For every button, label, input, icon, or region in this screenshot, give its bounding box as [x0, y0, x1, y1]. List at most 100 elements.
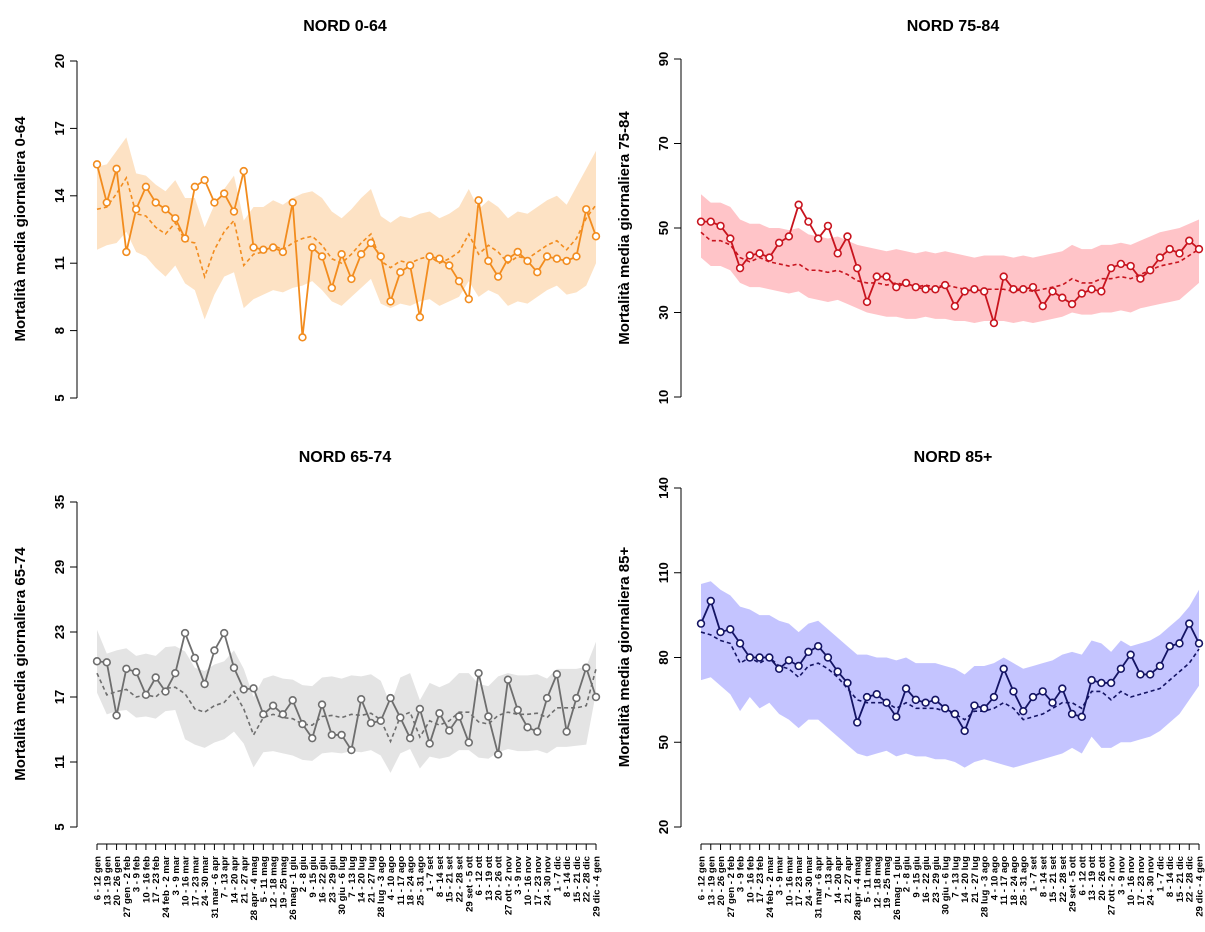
data-point — [356, 250, 366, 259]
data-point — [960, 726, 969, 736]
x-tick-label: 14 - 20 apr — [229, 856, 240, 904]
x-tick-label: 7 - 13 apr — [220, 856, 231, 898]
data-point — [572, 693, 581, 703]
data-point — [523, 723, 532, 732]
x-tick-label: 20 - 26 ott — [494, 855, 505, 901]
x-tick-label: 11 - 17 ago — [396, 856, 407, 905]
y-tick-label: 5 — [52, 394, 67, 401]
x-tick-label: 2 - 8 giu — [902, 856, 913, 892]
expected-line — [700, 231, 1200, 293]
x-tick-label: 8 - 14 set — [1038, 855, 1049, 897]
data-point — [726, 625, 735, 634]
x-tick-label: 10 - 16 nov — [523, 855, 534, 905]
y-axis-label: Mortalità media giornaliera 65-74 — [12, 547, 29, 781]
data-point — [454, 712, 464, 721]
x-tick-label: 22 - 28 set — [1058, 855, 1069, 902]
data-point — [493, 272, 503, 281]
x-tick-label: 21 - 27 lug — [366, 856, 377, 903]
data-point — [308, 243, 317, 252]
data-point — [716, 627, 725, 637]
data-point — [572, 252, 581, 261]
x-tick-label: 6 - 12 ott — [1077, 855, 1088, 895]
data-point — [493, 750, 503, 759]
data-point — [298, 333, 307, 342]
data-point — [872, 272, 881, 281]
data-point — [484, 712, 493, 721]
data-point — [582, 205, 591, 214]
data-point — [210, 646, 219, 655]
y-tick-label: 14 — [52, 188, 67, 203]
data-point — [911, 282, 921, 292]
data-point — [755, 249, 764, 258]
y-tick-label: 11 — [52, 755, 67, 769]
data-point — [882, 698, 891, 707]
data-point — [259, 245, 268, 254]
data-point — [268, 243, 278, 252]
data-point — [308, 733, 317, 743]
y-tick-label: 80 — [656, 650, 671, 664]
x-tick-label: 29 set - 5 ott — [464, 855, 475, 912]
data-point — [317, 252, 327, 261]
data-point — [288, 198, 297, 207]
data-point — [210, 198, 219, 207]
x-tick-label: 22 - 28 dic — [1185, 855, 1196, 902]
data-point — [425, 252, 434, 261]
data-point — [794, 661, 803, 671]
data-point — [484, 256, 493, 266]
expected-line — [700, 631, 1200, 721]
x-tick-label: 9 - 15 giu — [911, 856, 922, 898]
data-point — [386, 297, 395, 306]
data-point — [376, 716, 385, 726]
data-point — [366, 238, 376, 248]
data-point — [940, 704, 950, 713]
x-tick-label: 23 - 29 giu — [327, 856, 338, 903]
x-tick-label: 17 - 23 feb — [151, 856, 162, 903]
data-point — [1185, 236, 1194, 245]
data-point — [774, 664, 784, 673]
x-tick-label: 10 - 16 mar — [181, 856, 192, 906]
observed-line — [96, 164, 597, 338]
x-tick-label: 1 - 7 dic — [552, 855, 563, 891]
x-tick-label: 27 ott - 2 nov — [503, 855, 514, 915]
data-point — [425, 739, 434, 748]
data-point — [239, 685, 248, 694]
y-tick-label: 20 — [52, 54, 67, 68]
x-tick-label: 24 feb - 2 mar — [161, 856, 172, 918]
x-tick-label: 28 lug - 3 ago — [376, 856, 387, 917]
chart-title: NORD 75-84 — [907, 18, 1000, 35]
data-point — [1019, 285, 1028, 294]
data-point — [1126, 650, 1135, 659]
confidence-band — [97, 629, 596, 773]
data-point — [1048, 698, 1057, 707]
data-point — [190, 182, 200, 192]
data-point — [513, 705, 522, 715]
x-tick-label: 17 - 23 mar — [190, 856, 201, 906]
x-tick-label: 3 - 9 nov — [1116, 855, 1127, 895]
confidence-band — [97, 137, 596, 320]
data-point — [1087, 285, 1096, 294]
data-point — [562, 727, 571, 736]
data-point — [1097, 678, 1106, 688]
x-tick-label: 1 - 7 set — [425, 855, 436, 892]
data-point — [591, 232, 601, 241]
data-point — [220, 628, 229, 638]
data-point — [92, 657, 102, 666]
x-tick-label: 3 - 9 mar — [171, 856, 182, 896]
data-point — [1097, 287, 1106, 296]
data-point — [102, 658, 111, 667]
chart-panel-1: 5 8 11 14 17 20 NORD 0-64 Mortalità media giorn… — [12, 18, 601, 402]
data-point — [220, 189, 229, 198]
x-tick-label: 21 - 27 apr — [843, 856, 854, 904]
x-tick-label: 26 mag - 1 giu — [288, 856, 299, 920]
data-point — [765, 653, 774, 662]
data-point — [435, 254, 444, 263]
data-point — [317, 700, 327, 709]
data-point — [804, 647, 813, 657]
x-tick-label: 1 - 7 dic — [1155, 855, 1166, 891]
data-point — [696, 217, 706, 226]
data-point — [259, 710, 268, 719]
data-point — [190, 653, 200, 663]
data-point — [542, 252, 552, 261]
x-tick-label: 20 - 26 ott — [1097, 855, 1108, 901]
x-tick-label: 21 - 27 lug — [970, 856, 981, 903]
